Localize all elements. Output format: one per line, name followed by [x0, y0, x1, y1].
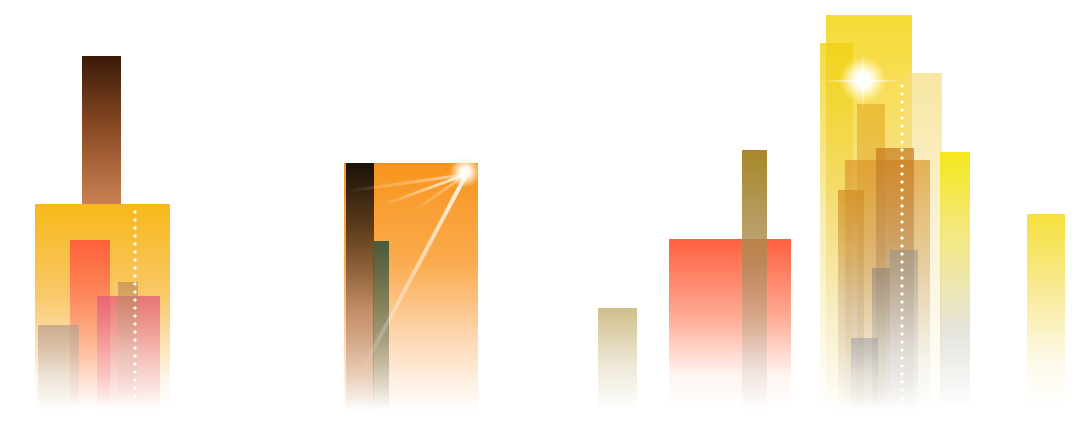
left-tall-brown-bar	[82, 56, 121, 216]
middle-sun-rays	[344, 163, 478, 411]
right-khaki-short-bar	[598, 308, 637, 410]
left-grey-bar	[38, 325, 79, 410]
right-olive-tall-bar	[742, 150, 767, 410]
left-dotted-line	[133, 208, 137, 400]
right-lemon-bar	[940, 152, 970, 410]
middle-green-strip	[373, 241, 389, 409]
right-far-yellow-bar	[1027, 214, 1065, 410]
right-dotted-line	[900, 82, 904, 400]
right-sun-rays	[820, 40, 910, 120]
right-grey-bar-2	[851, 338, 878, 410]
right-grey-bar-3	[890, 250, 918, 410]
right-red-wide-bar	[669, 239, 791, 410]
